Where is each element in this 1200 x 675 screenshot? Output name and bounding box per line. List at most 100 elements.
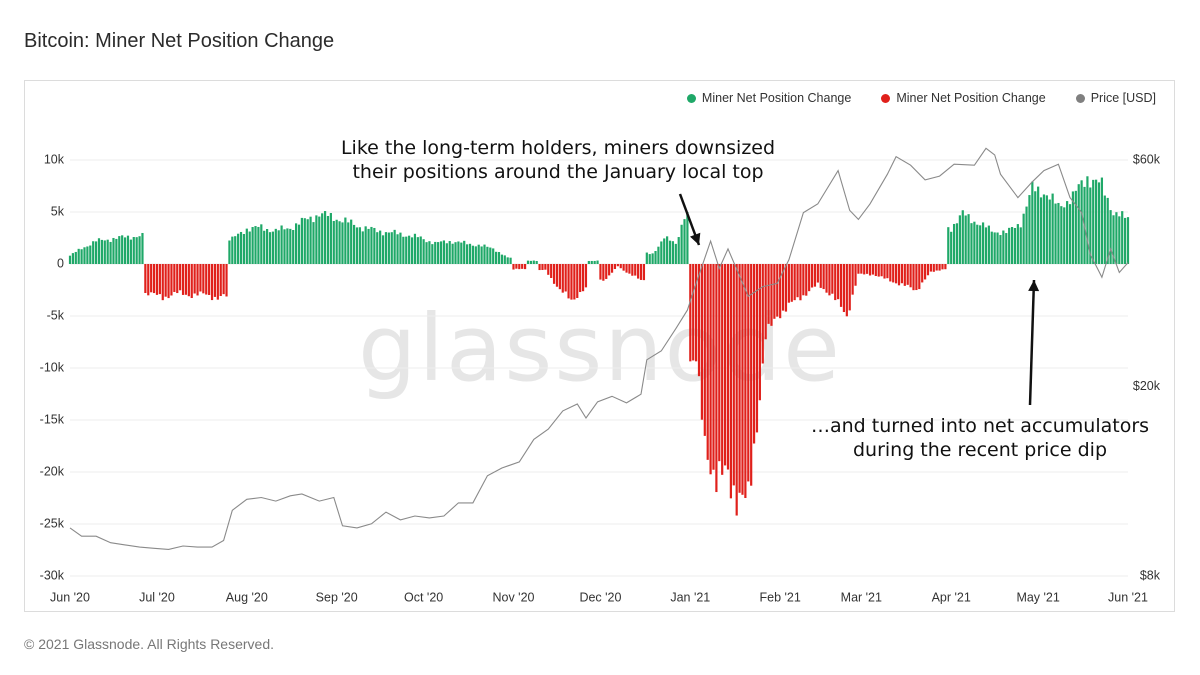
bar (471, 245, 475, 264)
bar (390, 232, 393, 264)
bar (964, 215, 967, 264)
bar (663, 238, 666, 264)
bar (973, 221, 976, 264)
bar (202, 264, 205, 294)
bar (860, 264, 863, 274)
bar (1124, 217, 1127, 264)
legend-item-negative[interactable]: Miner Net Position Change (881, 91, 1046, 105)
bar (996, 232, 999, 264)
bar (315, 215, 318, 264)
bar (929, 264, 932, 272)
bar (179, 264, 182, 291)
bar (208, 264, 211, 295)
bar (294, 223, 298, 264)
bar (552, 264, 556, 284)
bar (167, 264, 170, 299)
bar (361, 231, 364, 264)
bar (535, 261, 538, 264)
bar (332, 220, 335, 264)
bar (463, 240, 466, 264)
bar (97, 238, 101, 264)
x-tick: Jan '21 (670, 590, 710, 604)
bar (1077, 184, 1080, 264)
legend-dot-positive (686, 93, 696, 103)
bar (460, 242, 463, 264)
x-tick: Apr '21 (932, 590, 971, 604)
bar (695, 264, 698, 362)
bar (935, 264, 938, 271)
x-tick: Mar '21 (841, 590, 882, 604)
bar (819, 264, 822, 288)
bar (358, 227, 361, 264)
bar (1126, 217, 1130, 264)
bar (886, 264, 889, 279)
bar (944, 264, 947, 270)
bar (300, 217, 303, 264)
bar (773, 264, 776, 319)
bar (1118, 216, 1121, 264)
y-left-tick: -10k (40, 360, 65, 374)
bar (654, 250, 657, 264)
bar (184, 264, 188, 295)
bar (1080, 180, 1083, 264)
x-tick: Jun '20 (50, 590, 90, 604)
bar (923, 264, 927, 280)
bar (483, 244, 486, 264)
bar (1042, 194, 1046, 264)
bar (329, 213, 332, 264)
bar (118, 236, 121, 264)
bar (645, 252, 648, 264)
bar (297, 224, 301, 264)
bar (541, 264, 544, 270)
bar (677, 237, 680, 264)
y-left-tick: -20k (40, 464, 65, 478)
bar (802, 264, 805, 296)
bar (1071, 191, 1075, 264)
bar (393, 229, 396, 264)
bar (225, 264, 228, 297)
bar (981, 222, 985, 264)
bar (364, 226, 367, 264)
bar (767, 264, 770, 324)
bar (970, 223, 973, 264)
bar (544, 264, 547, 270)
bar (721, 264, 724, 475)
bar (231, 236, 234, 264)
bar (1051, 193, 1054, 264)
bar (274, 228, 277, 264)
bar (877, 264, 880, 277)
bar (103, 240, 106, 264)
x-tick: Aug '20 (226, 590, 268, 604)
bar (422, 239, 425, 264)
bar (123, 237, 127, 264)
bar (871, 264, 875, 275)
bar (900, 264, 904, 284)
legend-dot-price (1075, 93, 1085, 103)
bar (587, 260, 590, 264)
bar (80, 249, 83, 264)
bar (816, 264, 819, 283)
legend-item-positive[interactable]: Miner Net Position Change (686, 91, 851, 105)
y-left-tick: 5k (51, 204, 65, 218)
bar (503, 255, 506, 264)
bar (729, 264, 732, 499)
bar (521, 264, 524, 269)
bar (642, 264, 646, 281)
bar (825, 264, 828, 293)
legend-item-price[interactable]: Price [USD] (1075, 91, 1156, 105)
bar (770, 264, 773, 326)
bar (866, 264, 869, 274)
bar (610, 264, 614, 273)
bar (344, 217, 347, 264)
bar (950, 231, 953, 264)
bar (1016, 224, 1019, 264)
bar (77, 248, 80, 264)
bar (755, 264, 759, 433)
bar (434, 241, 437, 264)
bar (634, 264, 637, 276)
bar (1019, 227, 1022, 264)
bar (839, 264, 843, 307)
legend-label-price: Price [USD] (1090, 91, 1156, 105)
bar (213, 264, 217, 297)
bar (584, 264, 588, 288)
